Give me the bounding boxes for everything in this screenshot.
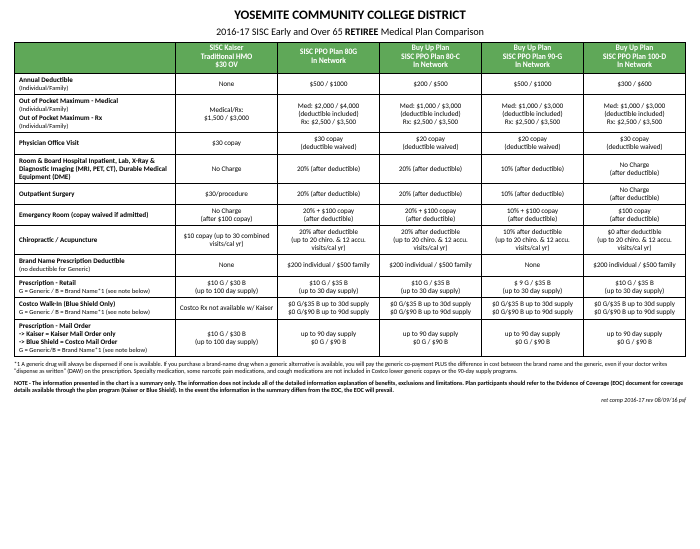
cell: $10 G / $30 B(up to 100 day supply) (176, 319, 278, 357)
cell: None (176, 254, 278, 276)
table-row: Chiropractic / Acupuncture$10 copay (up … (15, 225, 686, 254)
footnote-1: *1 A generic drug will always be dispens… (14, 361, 686, 375)
cell: up to 90 day supply$0 G / $90 B (278, 319, 380, 357)
table-row: Annual Deductible(Individual/Family)None… (15, 73, 686, 95)
cell: $0 after deductible(up to 20 chiro. & 12… (583, 225, 685, 254)
cell: $30 copay (176, 133, 278, 154)
header-blank (15, 43, 176, 74)
footnote-2-text: NOTE · The information presented in the … (14, 379, 683, 394)
row-label: Room & Board Hospital Inpatient, Lab, X-… (15, 154, 176, 183)
comparison-table: SISC KaiserTraditional HMO$30 OVSISC PPO… (14, 42, 686, 357)
cell: $200 individual / $500 family (380, 254, 482, 276)
cell: 20% after deductible(up to 20 chiro. & 1… (278, 225, 380, 254)
table-row: Outpatient Surgery$30/procedure20% (afte… (15, 183, 686, 204)
subtitle-suffix: Medical Plan Comparison (378, 25, 483, 38)
cell: 20% (after deductible) (380, 154, 482, 183)
cell: Med: $1,000 / $3,000(deductible included… (380, 95, 482, 133)
row-label: Out of Pocket Maximum - Medical(Individu… (15, 95, 176, 133)
cell: None (176, 73, 278, 95)
table-row: Brand Name Prescription Deductible(no de… (15, 254, 686, 276)
header-plan-1: SISC KaiserTraditional HMO$30 OV (176, 43, 278, 74)
cell: $30 copay(deductible waived) (278, 133, 380, 154)
cell: 20% (after deductible) (278, 154, 380, 183)
cell: $10 copay (up to 30 combined visits/cal … (176, 225, 278, 254)
table-row: Prescription - RetailG = Generic / B = B… (15, 276, 686, 298)
cell: $10 G / $35 B(up to 30 day supply) (583, 276, 685, 298)
cell: $0 G/$35 B up to 30d supply$0 G/$90 B up… (380, 298, 482, 320)
cell: No Charge(after deductible) (583, 154, 685, 183)
header-plan-2: SISC PPO Plan 80GIn Network (278, 43, 380, 74)
header-plan-4: Buy Up PlanSISC PPO Plan 90-GIn Network (481, 43, 583, 74)
cell: No Charge (176, 154, 278, 183)
cell: $10 G / $30 B(up to 100 day supply) (176, 276, 278, 298)
cell: $200 individual / $500 family (583, 254, 685, 276)
table-body: Annual Deductible(Individual/Family)None… (15, 73, 686, 356)
cell: 10% (after deductible) (481, 183, 583, 204)
header-plan-3: Buy Up PlanSISC PPO Plan 80-CIn Network (380, 43, 482, 74)
table-row: Emergency Room (copay waived if admitted… (15, 204, 686, 225)
cell: Med: $1,000 / $3,000(deductible included… (583, 95, 685, 133)
cell: up to 90 day supply$0 G / $90 B (481, 319, 583, 357)
subtitle-bold: RETIREE (345, 25, 379, 38)
cell: $500 / $1000 (481, 73, 583, 95)
cell: 20% after deductible(up to 20 chiro. & 1… (380, 225, 482, 254)
header-plan-5: Buy Up PlanSISC PPO Plan 100-DIn Network (583, 43, 685, 74)
subtitle-prefix: 2016-17 SISC Early and Over 65 (216, 25, 345, 38)
cell: 20% + $100 copay(after deductible) (278, 204, 380, 225)
cell: $0 G/$35 B up to 30d supply$0 G/$90 B up… (278, 298, 380, 320)
cell: $0 G/$35 B up to 30d supply$0 G/$90 B up… (481, 298, 583, 320)
cell: 10% + $100 copay(after deductible) (481, 204, 583, 225)
cell: $10 G / $35 B(up to 30 day supply) (278, 276, 380, 298)
row-label: Prescription - RetailG = Generic / B = B… (15, 276, 176, 298)
row-label: Physician Office Visit (15, 133, 176, 154)
cell: No Charge(after $100 copay) (176, 204, 278, 225)
cell: $200 individual / $500 family (278, 254, 380, 276)
cell: $500 / $1000 (278, 73, 380, 95)
cell: $30 copay(deductible waived) (583, 133, 685, 154)
cell: None (481, 254, 583, 276)
cell: 10% after deductible(up to 20 chiro. & 1… (481, 225, 583, 254)
row-label: Chiropractic / Acupuncture (15, 225, 176, 254)
cell: $300 / $600 (583, 73, 685, 95)
footnote-2: NOTE · The information presented in the … (14, 380, 686, 394)
cell: $20 copay(deductible waived) (380, 133, 482, 154)
row-label: Emergency Room (copay waived if admitted… (15, 204, 176, 225)
cell: $200 / $500 (380, 73, 482, 95)
table-header-row: SISC KaiserTraditional HMO$30 OVSISC PPO… (15, 43, 686, 74)
row-label: Brand Name Prescription Deductible(no de… (15, 254, 176, 276)
cell: 20% (after deductible) (278, 183, 380, 204)
page-subtitle: 2016-17 SISC Early and Over 65 RETIREE M… (14, 25, 686, 38)
row-label: Prescription - Mail Order -> Kaiser = Ka… (15, 319, 176, 357)
footer-revision: ret comp 2016-17 rev 08/09/16 psf (14, 396, 686, 404)
row-label: Outpatient Surgery (15, 183, 176, 204)
cell: 20% + $100 copay(after deductible) (380, 204, 482, 225)
cell: Costco Rx not available w/ Kaiser (176, 298, 278, 320)
cell: No Charge(after deductible) (583, 183, 685, 204)
cell: up to 90 day supply$0 G / $90 B (380, 319, 482, 357)
cell: up to 90 day supply$0 G / $90 B (583, 319, 685, 357)
cell: Medical/Rx:$1,500 / $3,000 (176, 95, 278, 133)
cell: $30/procedure (176, 183, 278, 204)
row-label: Annual Deductible(Individual/Family) (15, 73, 176, 95)
row-label: Costco Walk-In (Blue Shield Only) G = Ge… (15, 298, 176, 320)
table-row: Out of Pocket Maximum - Medical(Individu… (15, 95, 686, 133)
table-row: Physician Office Visit$30 copay$30 copay… (15, 133, 686, 154)
cell: Med: $2,000 / $4,000(deductible included… (278, 95, 380, 133)
page-title: YOSEMITE COMMUNITY COLLEGE DISTRICT (14, 8, 686, 23)
cell: Med: $1,000 / $3,000(deductible included… (481, 95, 583, 133)
table-row: Room & Board Hospital Inpatient, Lab, X-… (15, 154, 686, 183)
cell: 10% (after deductible) (481, 154, 583, 183)
cell: 20% (after deductible) (380, 183, 482, 204)
cell: $100 copay(after deductible) (583, 204, 685, 225)
cell: $10 G / $35 B(up to 30 day supply) (380, 276, 482, 298)
cell: $0 G/$35 B up to 30d supply$0 G/$90 B up… (583, 298, 685, 320)
cell: $20 copay(deductible waived) (481, 133, 583, 154)
cell: $ 9 G / $35 B(up to 30 day supply) (481, 276, 583, 298)
table-row: Costco Walk-In (Blue Shield Only) G = Ge… (15, 298, 686, 320)
table-row: Prescription - Mail Order -> Kaiser = Ka… (15, 319, 686, 357)
